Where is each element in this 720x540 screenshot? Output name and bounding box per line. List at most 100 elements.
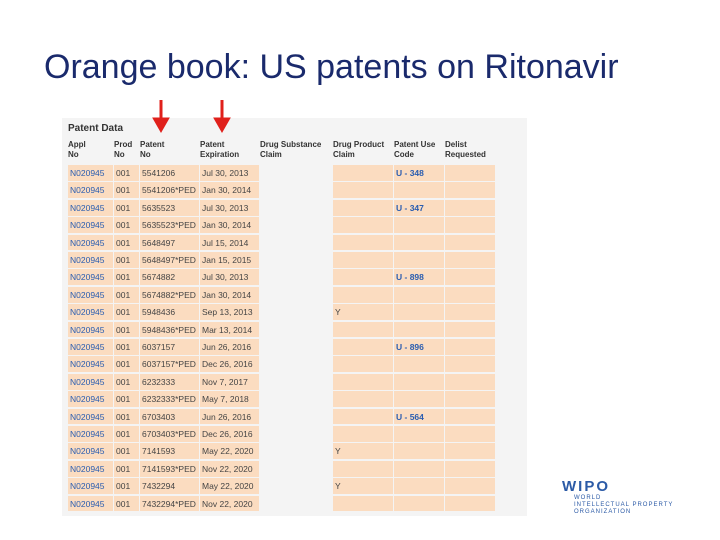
- column-header: Expiration: [200, 150, 240, 159]
- table-cell: N020945: [68, 234, 113, 251]
- table-cell: N020945: [68, 165, 113, 181]
- table-cell: N020945: [68, 495, 113, 512]
- column-header: No: [114, 150, 125, 159]
- table-cell: [333, 269, 393, 286]
- table-cell: 001: [114, 286, 139, 303]
- column-header: Code: [394, 150, 414, 159]
- table-cell: [394, 252, 444, 268]
- table-cell: N020945: [68, 286, 113, 303]
- table-cell: 5674882*PED: [140, 286, 199, 303]
- table-cell: N020945: [68, 182, 113, 199]
- table-cell: 6037157: [140, 339, 199, 355]
- table-cell: 6703403*PED: [140, 426, 199, 442]
- table-cell: N020945: [68, 356, 113, 373]
- table-cell: 001: [114, 339, 139, 355]
- table-cell: Jun 26, 2016: [200, 408, 259, 425]
- table-cell: [333, 234, 393, 251]
- column-header: Drug Substance: [260, 140, 322, 149]
- table-cell: May 7, 2018: [200, 391, 259, 408]
- table-cell: [333, 321, 393, 338]
- table-cell: 5948436: [140, 304, 199, 321]
- table-cell: [333, 199, 393, 216]
- table-cell: [394, 460, 444, 477]
- table-cell: [445, 182, 495, 199]
- column-header: Drug Product: [333, 140, 385, 149]
- table-cell: [394, 286, 444, 303]
- table-cell: Nov 7, 2017: [200, 373, 259, 390]
- table-cell: [333, 356, 393, 373]
- table-cell: [333, 391, 393, 408]
- table-cell: N020945: [68, 373, 113, 390]
- table-title: Patent Data: [68, 123, 124, 134]
- table-cell: [445, 495, 495, 512]
- table-cell: 5648497*PED: [140, 252, 199, 268]
- table-cell: N020945: [68, 321, 113, 338]
- table-cell: 001: [114, 356, 139, 373]
- table-cell: [333, 460, 393, 477]
- table-cell: U - 898: [394, 269, 444, 286]
- table-cell: 001: [114, 234, 139, 251]
- table-cell: N020945: [68, 443, 113, 460]
- table-cell: [394, 478, 444, 495]
- table-cell: 001: [114, 252, 139, 268]
- table-cell: [333, 252, 393, 268]
- wipo-logo: WIPO WORLD INTELLECTUAL PROPERTY ORGANIZAT…: [562, 478, 673, 516]
- table-cell: Y: [333, 478, 393, 495]
- table-cell: N020945: [68, 339, 113, 355]
- column-header: Appl: [68, 140, 86, 149]
- table-cell: [333, 182, 393, 199]
- table-cell: U - 896: [394, 339, 444, 355]
- arrow-head: [213, 117, 231, 134]
- table-cell: [333, 339, 393, 355]
- table-cell: Jan 30, 2014: [200, 286, 259, 303]
- table-cell: [394, 304, 444, 321]
- table-cell: [445, 373, 495, 390]
- logo-name: WIPO: [562, 478, 610, 495]
- table-cell: [394, 356, 444, 373]
- table-cell: [333, 373, 393, 390]
- table-cell: [445, 199, 495, 216]
- table-cell: 001: [114, 217, 139, 234]
- table-cell: [445, 426, 495, 442]
- table-cell: [445, 408, 495, 425]
- table-cell: [394, 234, 444, 251]
- table-cell: 001: [114, 199, 139, 216]
- column-header: No: [68, 150, 79, 159]
- table-cell: 6037157*PED: [140, 356, 199, 373]
- table-cell: [445, 217, 495, 234]
- table-cell: U - 348: [394, 165, 444, 181]
- table-cell: 001: [114, 443, 139, 460]
- table-cell: Dec 26, 2016: [200, 426, 259, 442]
- table-cell: Y: [333, 304, 393, 321]
- table-cell: Mar 13, 2014: [200, 321, 259, 338]
- table-cell: [394, 443, 444, 460]
- logo-line: WORLD: [574, 495, 602, 501]
- table-cell: [445, 443, 495, 460]
- table-cell: U - 347: [394, 199, 444, 216]
- table-cell: Jul 15, 2014: [200, 234, 259, 251]
- table-cell: 5674882: [140, 269, 199, 286]
- table-cell: May 22, 2020: [200, 478, 259, 495]
- table-cell: Jul 30, 2013: [200, 199, 259, 216]
- table-cell: [394, 321, 444, 338]
- table-cell: Jan 30, 2014: [200, 182, 259, 199]
- table-cell: [394, 182, 444, 199]
- table-cell: 6232333: [140, 373, 199, 390]
- table-cell: Jul 30, 2013: [200, 165, 259, 181]
- table-cell: 001: [114, 408, 139, 425]
- column-header: Patent: [140, 140, 165, 149]
- column-header: Prod: [114, 140, 133, 149]
- table-cell: 6232333*PED: [140, 391, 199, 408]
- table-cell: 7432294: [140, 478, 199, 495]
- table-cell: Jul 30, 2013: [200, 269, 259, 286]
- table-cell: [445, 165, 495, 181]
- table-cell: [445, 304, 495, 321]
- slide-title: Orange book: US patents on Ritonavir: [44, 48, 619, 86]
- table-cell: N020945: [68, 391, 113, 408]
- table-cell: 001: [114, 391, 139, 408]
- table-cell: N020945: [68, 478, 113, 495]
- table-cell: [445, 391, 495, 408]
- table-cell: N020945: [68, 460, 113, 477]
